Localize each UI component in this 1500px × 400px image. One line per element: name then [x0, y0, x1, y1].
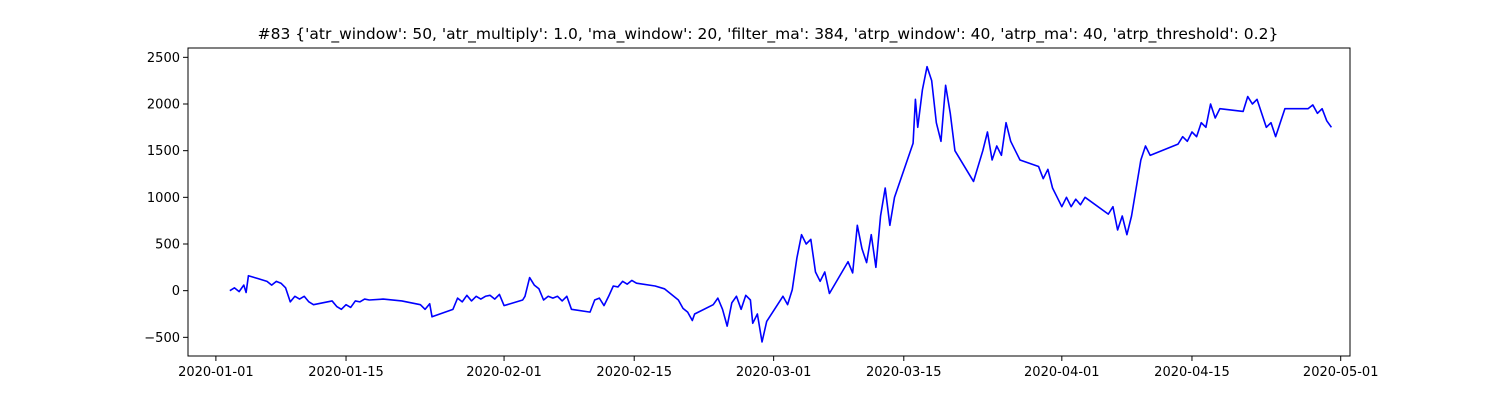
x-tick-label: 2020-03-15 — [866, 365, 942, 380]
plot-area — [229, 65, 1333, 343]
y-tick-label: 2000 — [147, 98, 180, 113]
x-tick-label: 2020-02-01 — [466, 365, 542, 380]
x-tick-label: 2020-04-01 — [1024, 365, 1100, 380]
x-tick-label: 2020-01-15 — [308, 365, 384, 380]
y-tick-label: 500 — [155, 238, 180, 253]
y-tick-label: 1500 — [147, 144, 180, 159]
x-tick-label: 2020-01-01 — [178, 365, 254, 380]
x-tick-label: 2020-03-01 — [736, 365, 812, 380]
y-tick-label: −500 — [144, 331, 180, 346]
x-tick-label: 2020-05-01 — [1303, 365, 1379, 380]
chart-title: #83 {'atr_window': 50, 'atr_multiply': 1… — [258, 25, 1279, 44]
y-tick-label: 1000 — [147, 191, 180, 206]
series-line-0 — [229, 65, 1333, 343]
axes-frame — [187, 47, 1351, 357]
y-tick-label: 2500 — [147, 51, 180, 66]
axes: 2020-01-01 2020-01-15 2020-02-01 2020-02-15… — [144, 47, 1379, 380]
x-tick-label: 2020-04-15 — [1154, 365, 1230, 380]
x-tick-label: 2020-02-15 — [596, 365, 672, 380]
y-tick-label: 0 — [172, 284, 180, 299]
